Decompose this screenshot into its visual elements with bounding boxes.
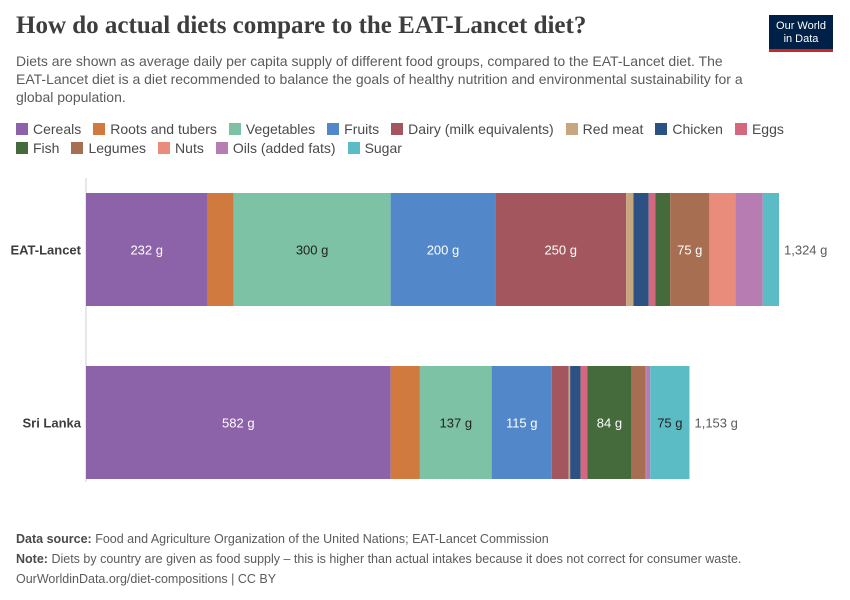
bar-segment-sri-lanka-chicken[interactable] — [570, 366, 581, 479]
bar-segment-eat-lancet-fruits[interactable] — [390, 193, 496, 306]
source-text: Food and Agriculture Organization of the… — [95, 532, 549, 546]
legend-swatch — [16, 122, 28, 135]
legend-item-fruits[interactable]: Fruits — [327, 121, 379, 137]
bar-segment-sri-lanka-dairy-milk-equivalents[interactable] — [551, 366, 569, 479]
data-label: 84 g — [597, 416, 622, 431]
note-line: Note: Diets by country are given as food… — [16, 549, 741, 569]
legend-label: Sugar — [364, 139, 402, 156]
legend-item-nuts[interactable]: Nuts — [158, 140, 204, 156]
note-text: Diets by country are given as food suppl… — [51, 552, 742, 566]
legend-row: Cereals Roots and tubers Vegetables Fruits D… — [16, 119, 836, 138]
legend-swatch — [565, 122, 578, 135]
bar-segment-sri-lanka-red-meat[interactable] — [568, 366, 571, 479]
legend-label: Legumes — [88, 139, 147, 156]
legend-item-fish[interactable]: Fish — [16, 140, 59, 156]
legend-label: Nuts — [175, 139, 204, 156]
legend-swatch — [734, 122, 747, 135]
chart-title: How do actual diets compare to the EAT-L… — [16, 12, 587, 39]
category-label: EAT-Lancet — [10, 243, 81, 258]
stacked-bar-chart: 232 g 300 g 200 g 250 g 75 g 1,324 g EAT-Lance… — [10, 178, 827, 482]
bar-segment-sri-lanka-oils-added-fats[interactable] — [646, 366, 651, 479]
legend-label: Cereals — [33, 120, 82, 137]
legend-item-eggs[interactable]: Eggs — [734, 120, 784, 137]
bar-segment-eat-lancet-oils-added-fats[interactable] — [735, 193, 763, 306]
total-label: 1,324 g — [784, 243, 827, 258]
legend-swatch — [655, 122, 668, 135]
bar-segment-sri-lanka-fish[interactable] — [587, 366, 632, 479]
bar-group-sri-lanka: 582 g 137 g 115 g 84 g 75 g 1,153 g Sri Lanka — [22, 366, 738, 479]
legend-item-legumes[interactable]: Legumes — [71, 140, 146, 156]
data-label: 250 g — [544, 243, 577, 258]
source-line: Data source: Food and Agriculture Organi… — [16, 529, 741, 549]
bar-segment-eat-lancet-fish[interactable] — [655, 193, 671, 306]
bar-segment-eat-lancet-nuts[interactable] — [709, 193, 736, 306]
bar-segment-eat-lancet-red-meat[interactable] — [626, 193, 634, 306]
logo-line-1: Our World — [776, 20, 826, 32]
data-label: 300 g — [296, 243, 329, 258]
legend-item-dairy-milk-equivalents[interactable]: Dairy (milk equivalents) — [391, 120, 554, 137]
chart-footer: Data source: Food and Agriculture Organi… — [16, 529, 741, 589]
chart-subtitle: Diets are shown as average daily per cap… — [16, 53, 743, 105]
bar-segment-sri-lanka-roots-and-tubers[interactable] — [390, 366, 420, 479]
note-label: Note: — [16, 552, 48, 566]
data-label: 582 g — [222, 416, 255, 431]
bar-segment-eat-lancet-vegetables[interactable] — [233, 193, 391, 306]
legend-swatch — [347, 141, 360, 154]
bar-segment-eat-lancet-chicken[interactable] — [633, 193, 649, 306]
bar-segment-sri-lanka-fruits[interactable] — [491, 366, 552, 479]
bar-segment-sri-lanka-cereals[interactable] — [86, 366, 391, 479]
legend-label: Chicken — [672, 120, 723, 137]
chart-legend: Cereals Roots and tubers Vegetables Fruits D… — [16, 119, 836, 157]
source-label: Data source: — [16, 532, 92, 546]
data-label: 200 g — [427, 243, 460, 258]
legend-item-red-meat[interactable]: Red meat — [565, 120, 644, 137]
legend-swatch — [71, 141, 84, 154]
data-label: 75 g — [677, 243, 702, 258]
data-label: 137 g — [440, 416, 473, 431]
legend-swatch — [16, 141, 28, 154]
legend-swatch — [158, 141, 171, 154]
bar-segment-eat-lancet-cereals[interactable] — [86, 193, 208, 306]
bar-segment-eat-lancet-dairy-milk-equivalents[interactable] — [495, 193, 627, 306]
data-label: 232 g — [130, 243, 163, 258]
legend-label: Oils (added fats) — [232, 139, 336, 156]
legend-swatch — [93, 122, 106, 135]
total-label: 1,153 g — [694, 416, 737, 431]
bar-segment-eat-lancet-eggs[interactable] — [648, 193, 656, 306]
legend-label: Vegetables — [245, 120, 316, 137]
legend-swatch — [327, 122, 340, 135]
bar-segment-sri-lanka-legumes[interactable] — [631, 366, 646, 479]
bar-segment-eat-lancet-legumes[interactable] — [670, 193, 710, 306]
legend-item-sugar[interactable]: Sugar — [347, 139, 402, 156]
legend-label: Fish — [33, 139, 60, 156]
bar-group-eat-lancet: 232 g 300 g 200 g 250 g 75 g 1,324 g EAT-Lance… — [10, 193, 827, 306]
legend-item-chicken[interactable]: Chicken — [655, 121, 723, 137]
data-label: 115 g — [506, 416, 538, 431]
bar-segment-sri-lanka-vegetables[interactable] — [419, 366, 492, 479]
legend-swatch — [215, 141, 228, 154]
category-label: Sri Lanka — [22, 416, 81, 431]
bar-segment-sri-lanka-nuts[interactable] — [645, 366, 647, 479]
legend-label: Eggs — [751, 120, 784, 137]
legend-swatch — [228, 122, 241, 135]
legend-label: Roots and tubers — [110, 120, 217, 137]
legend-label: Red meat — [582, 120, 644, 137]
legend-item-oils-added-fats[interactable]: Oils (added fats) — [215, 139, 336, 156]
logo-line-2: in Data — [783, 33, 819, 45]
owid-logo[interactable]: Our World in Data — [769, 15, 833, 52]
bar-segment-sri-lanka-eggs[interactable] — [580, 366, 588, 479]
legend-row: Fish Legumes Nuts Oils (added fats) Sugar — [16, 138, 836, 157]
bar-segment-eat-lancet-roots-and-tubers[interactable] — [207, 193, 234, 306]
legend-item-vegetables[interactable]: Vegetables — [228, 120, 316, 137]
source-url[interactable]: OurWorldinData.org/diet-compositions | C… — [16, 572, 277, 586]
bar-segment-sri-lanka-sugar[interactable] — [650, 366, 690, 479]
data-label: 75 g — [657, 416, 682, 431]
legend-item-roots-and-tubers[interactable]: Roots and tubers — [93, 121, 217, 137]
legend-item-cereals[interactable]: Cereals — [16, 121, 81, 137]
legend-label: Fruits — [344, 120, 380, 137]
bar-segment-eat-lancet-sugar[interactable] — [762, 193, 779, 306]
legend-swatch — [391, 122, 404, 135]
legend-label: Dairy (milk equivalents) — [408, 120, 554, 137]
